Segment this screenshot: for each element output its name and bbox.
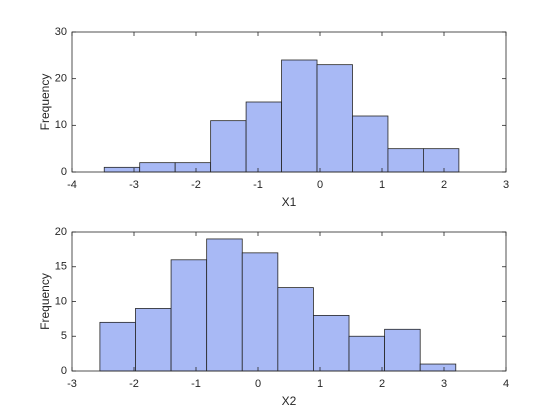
bar xyxy=(210,120,247,173)
y-tick-label: 0 xyxy=(61,166,67,178)
x-tick-label: -3 xyxy=(67,378,77,390)
bar xyxy=(139,162,176,173)
x-tick-label: -1 xyxy=(191,378,201,390)
y-axis-label: Frequency xyxy=(38,273,52,330)
bar xyxy=(313,314,350,372)
y-tick-label: 30 xyxy=(55,26,67,38)
axes-box xyxy=(71,31,507,173)
y-tick-label: 20 xyxy=(55,73,67,85)
x-tick-label: 0 xyxy=(255,378,261,390)
bar xyxy=(423,148,460,173)
x-tick-label: 1 xyxy=(317,378,323,390)
x-tick-label: 2 xyxy=(379,378,385,390)
x-tick-label: -4 xyxy=(67,179,77,191)
x-axis-label: X2 xyxy=(282,394,297,408)
bar xyxy=(316,64,353,173)
bar xyxy=(387,148,424,173)
bar xyxy=(174,162,212,173)
bar xyxy=(348,335,386,372)
y-axis-label: Frequency xyxy=(38,74,52,131)
bar xyxy=(352,115,389,173)
y-tick-label: 10 xyxy=(55,295,67,307)
x-tick-label: 4 xyxy=(503,378,509,390)
bar xyxy=(206,238,243,372)
x-tick-label: -1 xyxy=(253,179,263,191)
y-tick-label: 5 xyxy=(61,330,67,342)
bar xyxy=(384,328,421,372)
x-axis-label: X1 xyxy=(282,195,297,209)
x-tick-label: 3 xyxy=(441,378,447,390)
bar xyxy=(99,321,136,372)
x-tick-label: -2 xyxy=(191,179,201,191)
x-tick-label: 0 xyxy=(317,179,323,191)
bar xyxy=(135,308,172,372)
y-tick-label: 0 xyxy=(61,365,67,377)
bar xyxy=(245,101,282,173)
bar xyxy=(281,59,318,173)
x-tick-label: 1 xyxy=(379,179,385,191)
x-tick-label: 3 xyxy=(503,179,509,191)
bar xyxy=(419,363,457,372)
y-tick-label: 10 xyxy=(55,119,67,131)
x-tick-label: -3 xyxy=(129,179,139,191)
y-tick-label: 15 xyxy=(55,261,67,273)
x-tick-label: -2 xyxy=(129,378,139,390)
bar xyxy=(277,287,314,372)
bar xyxy=(170,259,208,372)
x-tick-label: 2 xyxy=(441,179,447,191)
bar xyxy=(241,252,279,372)
y-tick-label: 20 xyxy=(55,226,67,238)
